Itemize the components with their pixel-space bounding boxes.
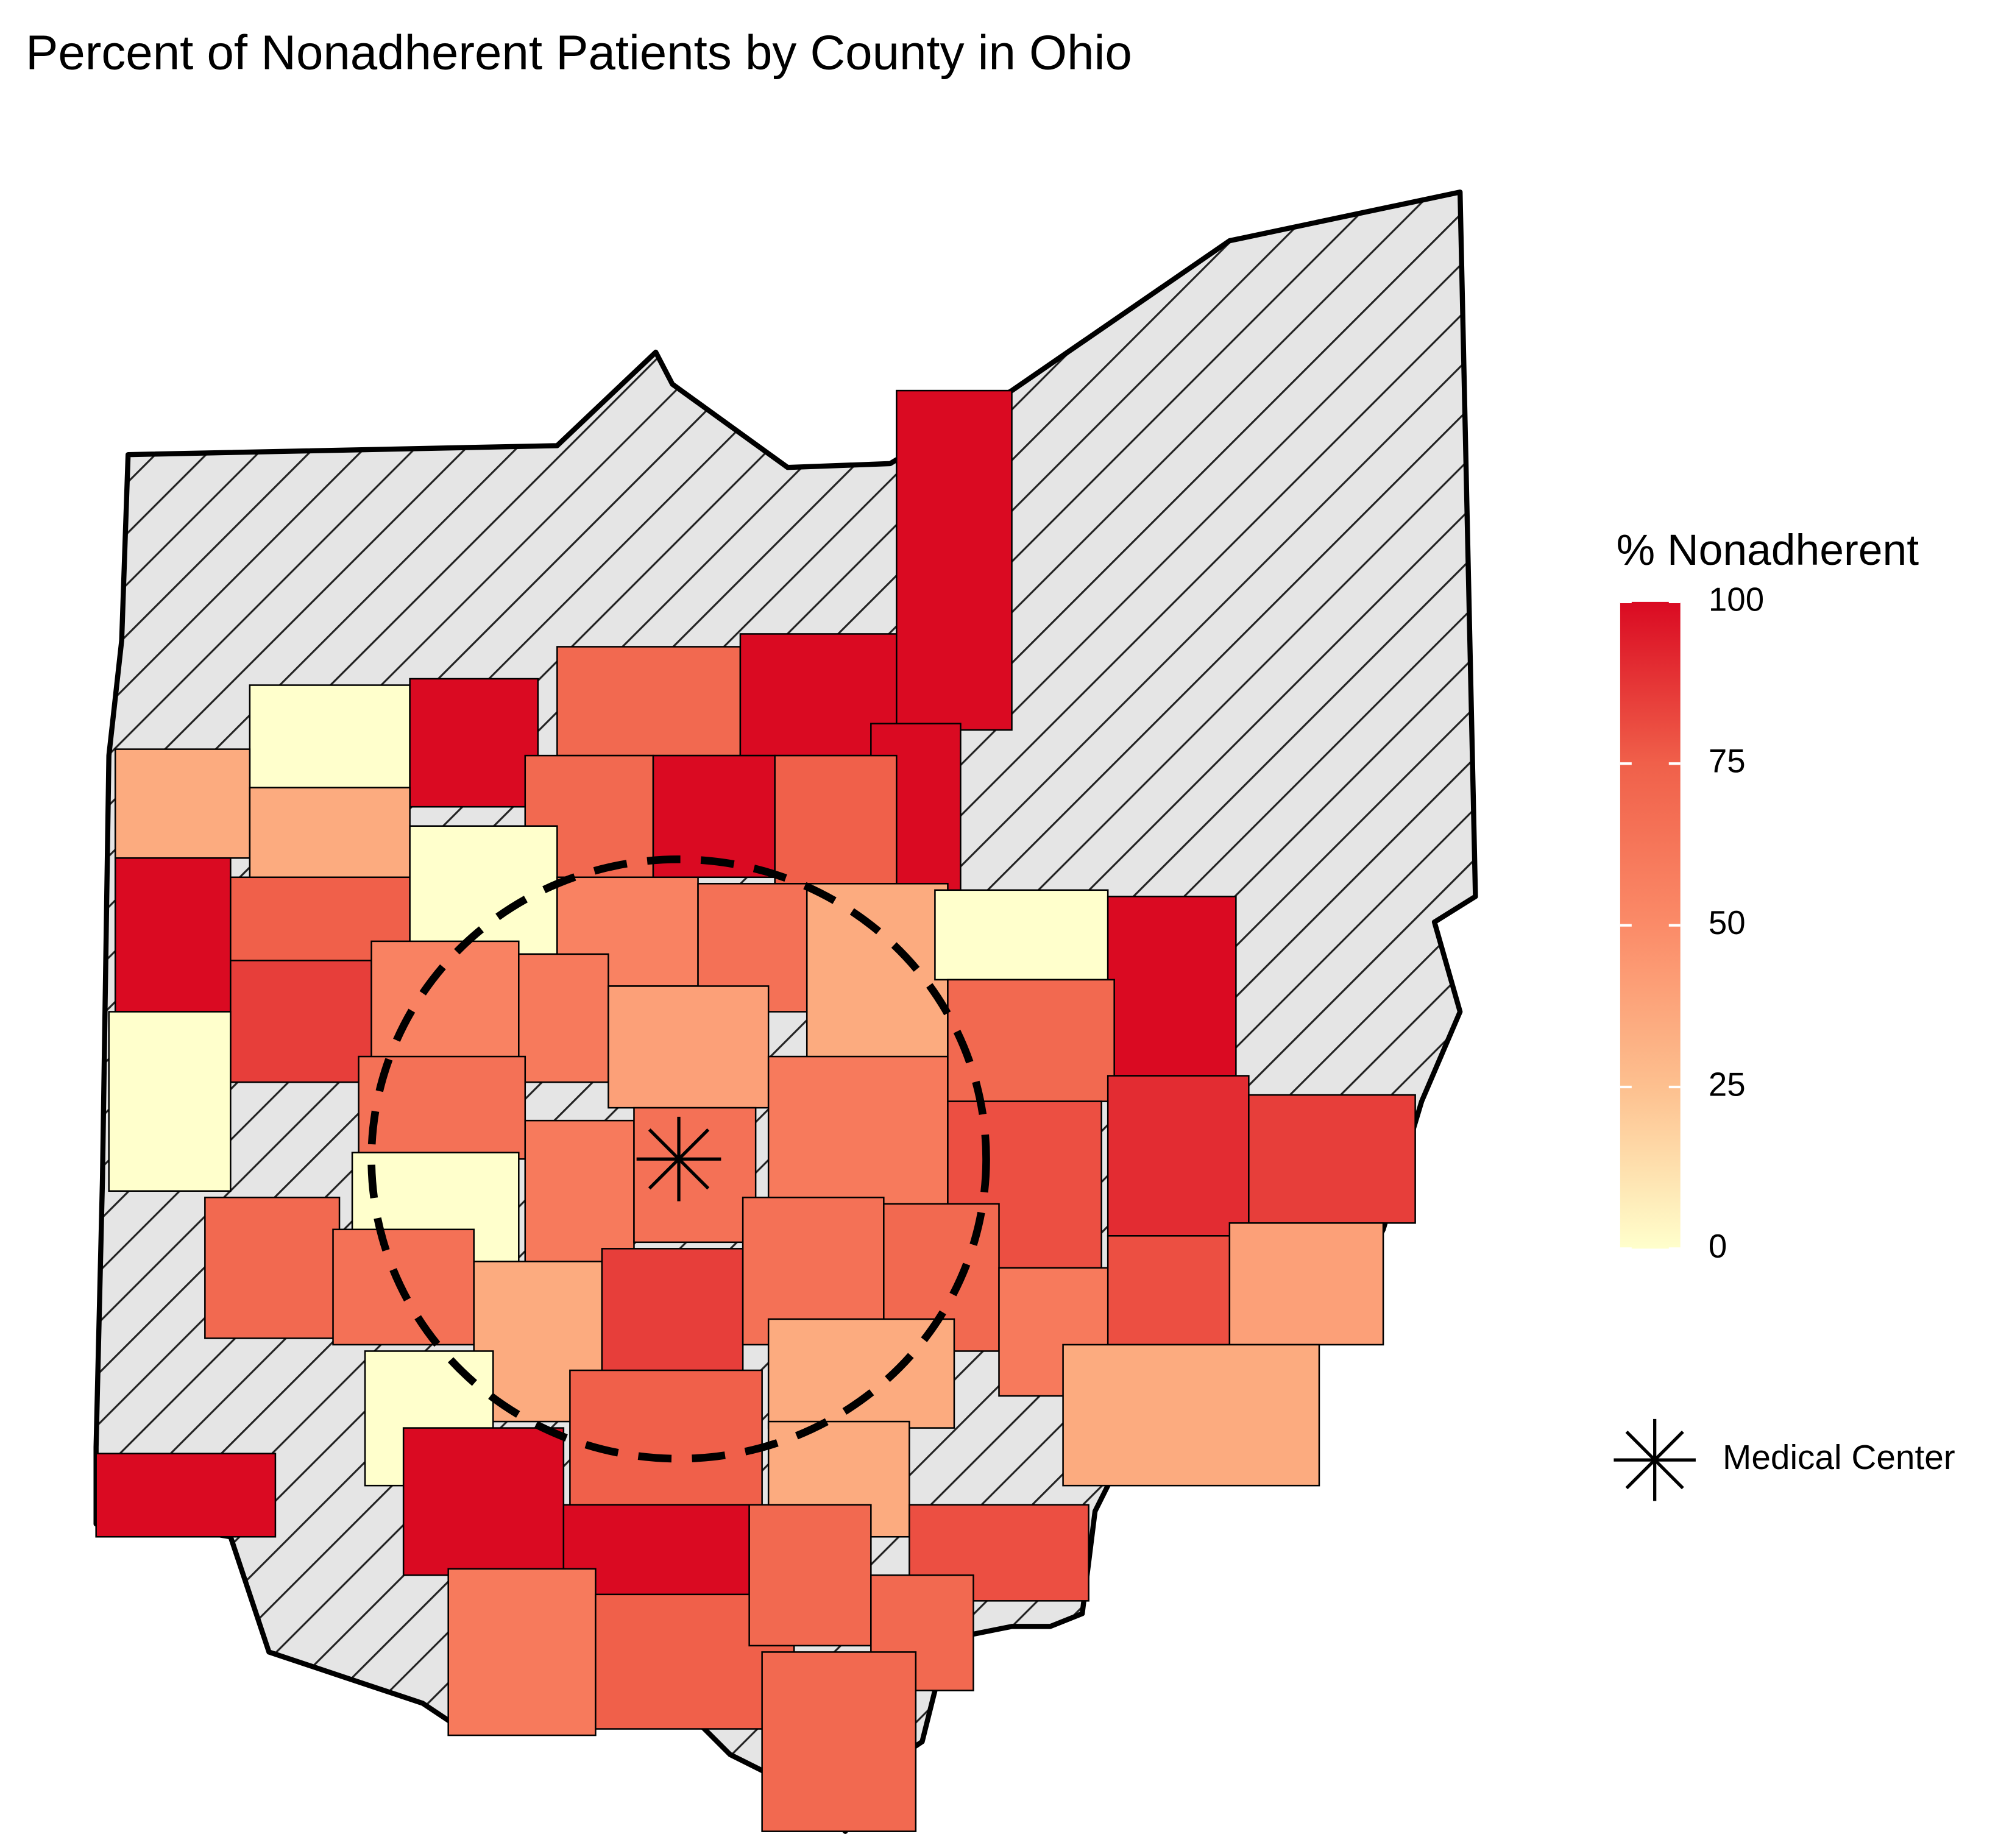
- counties: [95, 389, 1416, 1832]
- county: [1107, 896, 1237, 1077]
- county: [608, 985, 770, 1109]
- county: [447, 1568, 597, 1736]
- county: [402, 1427, 565, 1576]
- county: [601, 1248, 744, 1384]
- county: [409, 825, 558, 955]
- county: [947, 979, 1115, 1102]
- colorbar-tick-label: 25: [1709, 1066, 1746, 1103]
- county: [370, 940, 520, 1064]
- county: [518, 953, 609, 1083]
- colorbar-tick-label: 50: [1709, 904, 1746, 941]
- county: [1062, 1344, 1320, 1487]
- medical-center-marker: [636, 1116, 721, 1202]
- county: [230, 960, 372, 1083]
- legend-marker: [1614, 1418, 1696, 1501]
- service-radius: [367, 855, 990, 1463]
- county: [569, 1369, 763, 1512]
- legend-annotation: Medical Center: [1723, 1439, 1955, 1477]
- county: [114, 857, 232, 1013]
- county: [249, 684, 411, 808]
- county: [934, 889, 1109, 981]
- map-title: Percent of Nonadherent Patients by Count…: [26, 26, 1132, 80]
- county: [409, 678, 539, 808]
- county: [761, 1651, 917, 1832]
- county: [767, 1055, 949, 1205]
- colorbar-tick-label: 100: [1709, 581, 1764, 618]
- county: [1107, 1235, 1231, 1346]
- legend: % Nonadherent Medical Center 0 25 50 75 100: [1614, 526, 1955, 1501]
- county: [204, 1196, 341, 1339]
- county: [774, 754, 898, 885]
- county: [806, 883, 949, 1064]
- colorbar-tick-label: 75: [1709, 743, 1746, 780]
- county: [95, 1453, 277, 1538]
- county: [748, 1504, 872, 1647]
- county: [108, 1011, 232, 1192]
- county: [1228, 1222, 1384, 1346]
- colorbar-tick-label: 0: [1709, 1228, 1727, 1265]
- legend-title: % Nonadherent: [1617, 526, 1919, 575]
- county: [1248, 1094, 1416, 1224]
- county: [1107, 1075, 1250, 1237]
- county: [652, 754, 776, 879]
- county: [896, 389, 1013, 731]
- county: [114, 748, 251, 859]
- county: [556, 646, 742, 757]
